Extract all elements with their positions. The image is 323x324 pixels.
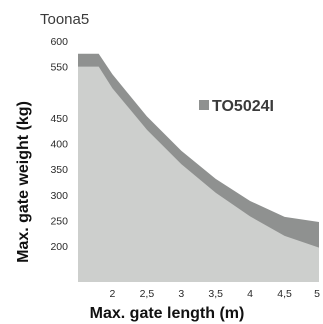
y-tick-label: 200 [50, 241, 68, 253]
y-tick-label: 600 [50, 36, 68, 48]
base-area [78, 66, 319, 282]
legend-swatch [199, 100, 209, 110]
x-axis-label: Max. gate length (m) [90, 305, 245, 322]
x-tick-label: 3,5 [208, 288, 223, 300]
chart-areas [78, 53, 319, 282]
y-tick-label: 450 [50, 113, 68, 125]
y-tick-label: 300 [50, 190, 68, 202]
y-axis-label: Max. gate weight (kg) [15, 101, 32, 263]
y-tick-labels: 600 550 450 400 350 300 250 200 [50, 36, 68, 253]
x-tick-label: 4,5 [277, 288, 292, 300]
y-tick-label: 250 [50, 216, 68, 228]
legend-label: TO5024I [212, 98, 274, 115]
y-tick-label: 350 [50, 164, 68, 176]
y-tick-label: 400 [50, 139, 68, 151]
x-tick-label: 5 [314, 288, 320, 300]
x-tick-label: 2,5 [140, 288, 155, 300]
chart-title: Toona5 [40, 11, 89, 28]
legend: TO5024I [199, 98, 274, 115]
x-tick-label: 4 [247, 288, 253, 300]
x-tick-labels: 2 2,5 3 3,5 4 4,5 5 [109, 288, 320, 300]
x-tick-label: 3 [178, 288, 184, 300]
x-tick-label: 2 [109, 288, 115, 300]
y-tick-label: 550 [50, 62, 68, 74]
